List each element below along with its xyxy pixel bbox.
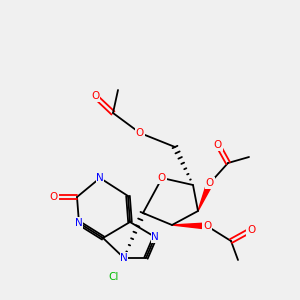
Text: N: N	[120, 253, 128, 263]
Text: O: O	[136, 128, 144, 138]
Text: O: O	[50, 192, 58, 202]
Text: O: O	[214, 140, 222, 150]
Text: O: O	[91, 91, 99, 101]
Text: Cl: Cl	[109, 272, 119, 282]
Text: O: O	[206, 178, 214, 188]
Text: O: O	[247, 225, 255, 235]
Text: N: N	[96, 173, 104, 183]
Text: O: O	[203, 221, 211, 231]
Text: O: O	[158, 173, 166, 183]
Text: N: N	[75, 218, 83, 228]
Polygon shape	[198, 182, 213, 211]
Polygon shape	[172, 223, 207, 229]
Text: N: N	[151, 232, 159, 242]
